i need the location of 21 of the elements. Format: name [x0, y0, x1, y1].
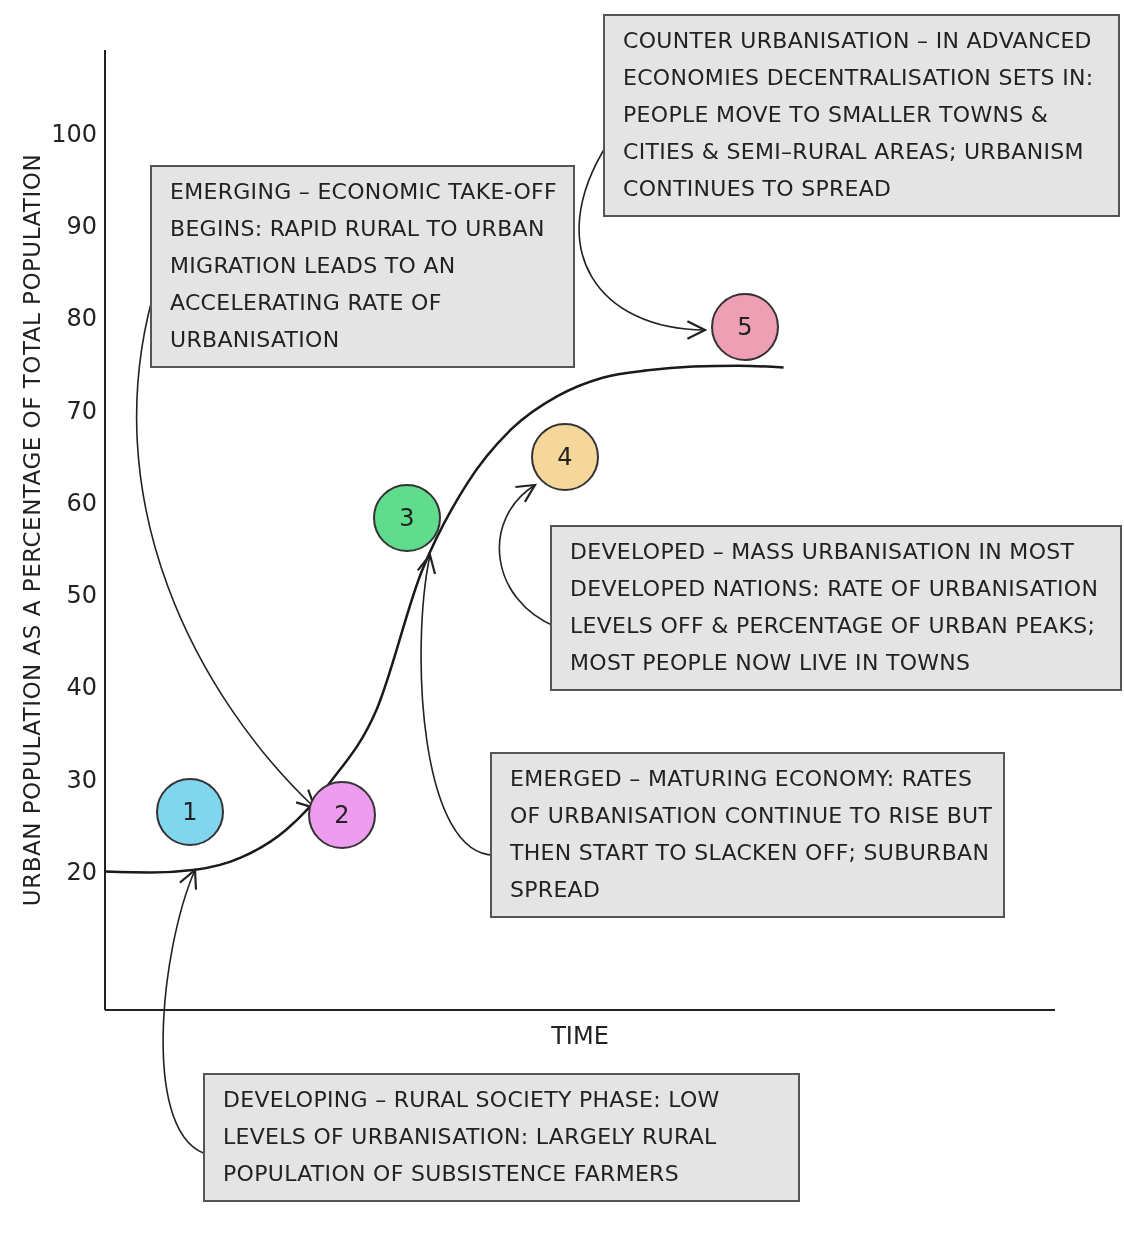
- annotation: COUNTER URBANISATION – IN ADVANCED ECONOMIES DECENTRALISATION SETS IN: PEOPLE MOVE TO SMALLER TOWNS & CITIES & SEMI–RURAL AREAS; URBANISM CONTINUES TO SPREAD: [603, 14, 1120, 217]
- annotation: 1: [156, 778, 224, 846]
- x-axis-title: TIME: [550, 1022, 610, 1050]
- annotation: 2: [308, 781, 376, 849]
- y-axis-title: URBAN POPULATION AS A PERCENTAGE OF TOTAL POPULATION: [18, 152, 46, 909]
- annotation: 4: [531, 423, 599, 491]
- annotation: 5: [711, 293, 779, 361]
- annotation: 3: [373, 484, 441, 552]
- y-tick-label: 70: [66, 396, 97, 425]
- annotation: DEVELOPED – MASS URBANISATION IN MOST DEVELOPED NATIONS: RATE OF URBANISATION LEVELS OFF & PERCENTAGE OF URBAN PEAKS; MOST PEOPLE NOW LIVE IN TOWNS: [550, 525, 1122, 691]
- y-tick-label: 40: [66, 673, 97, 702]
- text: DEVELOPING – RURAL SOCIETY PHASE: LOW LEVELS OF URBANISATION: LARGELY RURAL POPULATION OF SUBSISTENCE FARMERS: [203, 1073, 800, 1202]
- y-tick-label: 50: [66, 581, 97, 610]
- annotation: EMERGING – ECONOMIC TAKE-OFF BEGINS: RAPID RURAL TO URBAN MIGRATION LEADS TO AN ACCELERATING RATE OF URBANISATION: [150, 165, 575, 368]
- annotation: EMERGED – MATURING ECONOMY: RATES OF URBANISATION CONTINUE TO RISE BUT THEN START TO SLACKEN OFF; SUBURBAN SPREAD: [490, 752, 1005, 918]
- y-tick-label: 30: [66, 765, 97, 794]
- y-tick-label: 20: [66, 858, 97, 887]
- y-tick-label: 90: [66, 211, 97, 240]
- y-tick-label: 60: [66, 488, 97, 517]
- y-tick-label: 100: [51, 119, 97, 148]
- y-tick-label: 80: [66, 304, 97, 333]
